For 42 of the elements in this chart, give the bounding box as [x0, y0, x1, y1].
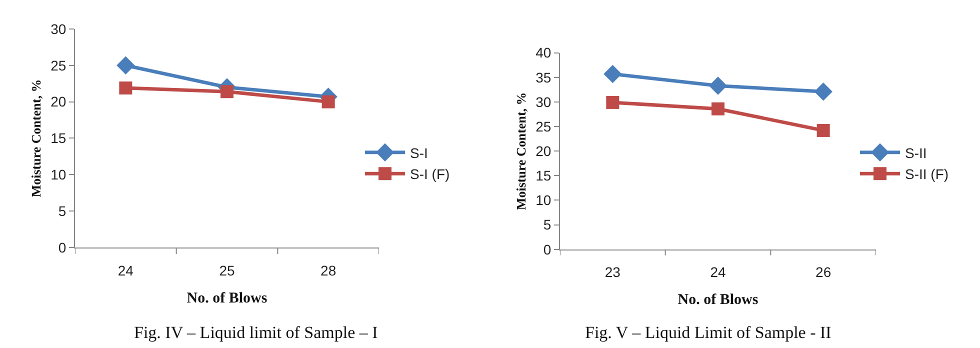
y-tick-label: 40 [536, 44, 552, 61]
y-axis-title: Moisture Content, % [28, 79, 44, 198]
x-axis-title: No. of Blows [186, 290, 268, 306]
legend-label: S-II (F) [905, 166, 949, 182]
y-tick-label: 30 [536, 94, 552, 110]
x-tick-label: 24 [118, 262, 134, 278]
legend-label: S-I (F) [410, 166, 450, 182]
point [814, 82, 832, 101]
legend-label: S-I [410, 144, 428, 161]
y-tick-label: 0 [58, 239, 66, 256]
y-tick-label: 5 [58, 202, 66, 219]
y-tick-label: 30 [50, 20, 66, 37]
legend-label: S-II [905, 144, 927, 161]
x-tick-label: 28 [320, 262, 336, 278]
point [606, 96, 620, 109]
x-tick-label: 25 [219, 262, 235, 278]
y-tick-label: 25 [536, 118, 552, 134]
y-tick-label: 10 [536, 192, 552, 208]
point [116, 56, 135, 74]
point [220, 85, 234, 98]
text: Fig. V – Liquid Limit of Sample - II [585, 323, 832, 342]
point [604, 64, 622, 84]
y-tick-label: 15 [536, 168, 552, 184]
x-tick-label: 24 [710, 264, 726, 280]
y-tick-label: 0 [543, 241, 552, 258]
y-tick-label: 35 [536, 69, 552, 86]
x-axis-title: No. of Blows [678, 292, 758, 308]
point [708, 76, 728, 95]
text: Fig. IV – Liquid limit of Sample – I [134, 323, 378, 342]
point [119, 81, 132, 94]
y-tick-label: 10 [50, 166, 66, 183]
y-tick-label: 25 [50, 57, 66, 74]
x-tick-label: 26 [816, 264, 832, 280]
y-axis-title: Moisture Content, % [514, 92, 529, 210]
y-tick-label: 20 [536, 143, 552, 159]
y-tick-label: 20 [50, 94, 66, 110]
point [322, 95, 335, 108]
point [712, 102, 724, 116]
y-tick-label: 15 [50, 130, 66, 146]
point [816, 124, 830, 137]
x-tick-label: 23 [604, 264, 621, 280]
y-tick-label: 5 [543, 216, 552, 233]
